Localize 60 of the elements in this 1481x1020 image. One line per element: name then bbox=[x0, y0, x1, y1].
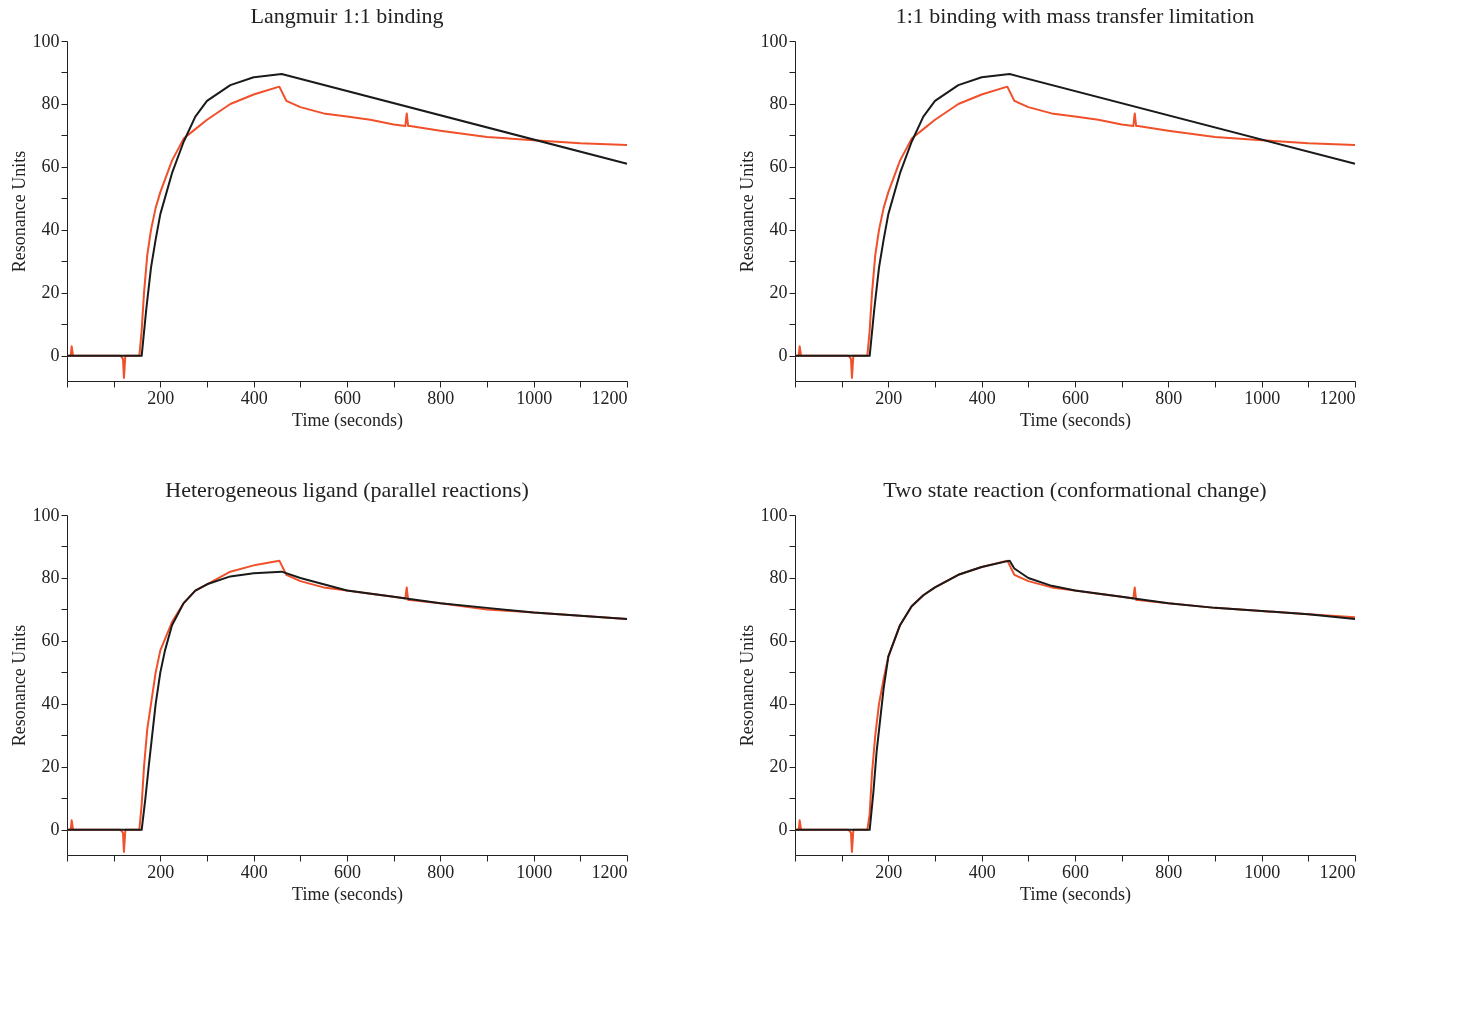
y-tick-label: 20 bbox=[41, 756, 60, 777]
x-tick-label: 1000 bbox=[516, 387, 553, 408]
x-tick-label: 200 bbox=[875, 387, 903, 408]
y-tick-label: 0 bbox=[50, 819, 60, 840]
x-tick-label: 800 bbox=[427, 861, 455, 882]
x-axis-title: Time (seconds) bbox=[1020, 409, 1131, 431]
x-tick-label: 600 bbox=[334, 861, 361, 882]
x-axis-title: Time (seconds) bbox=[1020, 883, 1131, 905]
y-tick-label: 100 bbox=[32, 30, 60, 51]
y-tick-label: 100 bbox=[32, 504, 60, 525]
y-tick-label: 60 bbox=[41, 156, 60, 177]
x-tick-label: 1200 bbox=[1319, 387, 1356, 408]
y-tick-label: 40 bbox=[769, 693, 788, 714]
y-tick-label: 80 bbox=[769, 567, 788, 588]
y-tick-label: 60 bbox=[41, 630, 60, 651]
x-axis-title: Time (seconds) bbox=[292, 883, 403, 905]
y-tick-label: 0 bbox=[50, 345, 60, 366]
y-tick-label: 20 bbox=[769, 756, 788, 777]
x-tick-label: 400 bbox=[968, 387, 996, 408]
x-tick-label: 600 bbox=[1062, 387, 1089, 408]
chart-title: Langmuir 1:1 binding bbox=[250, 3, 444, 28]
x-tick-label: 1200 bbox=[1319, 861, 1356, 882]
x-tick-label: 200 bbox=[875, 861, 903, 882]
x-axis-title: Time (seconds) bbox=[292, 409, 403, 431]
y-axis-title: Resonance Units bbox=[8, 150, 29, 273]
y-tick-label: 20 bbox=[41, 282, 60, 303]
x-tick-label: 1000 bbox=[1244, 387, 1281, 408]
x-tick-label: 1200 bbox=[591, 387, 628, 408]
y-tick-label: 40 bbox=[41, 693, 60, 714]
x-tick-label: 200 bbox=[147, 861, 175, 882]
chart-title: Heterogeneous ligand (parallel reactions) bbox=[165, 477, 529, 502]
y-tick-label: 60 bbox=[769, 630, 788, 651]
x-tick-label: 400 bbox=[240, 387, 268, 408]
y-axis-title: Resonance Units bbox=[736, 624, 757, 747]
y-tick-label: 80 bbox=[41, 567, 60, 588]
y-tick-label: 80 bbox=[41, 93, 60, 114]
x-tick-label: 400 bbox=[240, 861, 268, 882]
chart-title: 1:1 binding with mass transfer limitation bbox=[895, 3, 1255, 28]
y-tick-label: 100 bbox=[760, 30, 788, 51]
y-tick-label: 80 bbox=[769, 93, 788, 114]
y-tick-label: 60 bbox=[769, 156, 788, 177]
y-axis-title: Resonance Units bbox=[736, 150, 757, 273]
x-tick-label: 400 bbox=[968, 861, 996, 882]
x-tick-label: 200 bbox=[147, 387, 175, 408]
x-tick-label: 800 bbox=[1155, 861, 1183, 882]
y-axis-title: Resonance Units bbox=[8, 624, 29, 747]
x-tick-label: 1000 bbox=[516, 861, 553, 882]
chart-title: Two state reaction (conformational change) bbox=[883, 477, 1267, 502]
x-tick-label: 600 bbox=[1062, 861, 1089, 882]
x-tick-label: 1200 bbox=[591, 861, 628, 882]
y-tick-label: 0 bbox=[778, 819, 788, 840]
x-tick-label: 600 bbox=[334, 387, 361, 408]
y-tick-label: 0 bbox=[778, 345, 788, 366]
x-tick-label: 1000 bbox=[1244, 861, 1281, 882]
y-tick-label: 40 bbox=[41, 219, 60, 240]
x-tick-label: 800 bbox=[427, 387, 455, 408]
x-tick-label: 800 bbox=[1155, 387, 1183, 408]
y-tick-label: 100 bbox=[760, 504, 788, 525]
y-tick-label: 40 bbox=[769, 219, 788, 240]
y-tick-label: 20 bbox=[769, 282, 788, 303]
